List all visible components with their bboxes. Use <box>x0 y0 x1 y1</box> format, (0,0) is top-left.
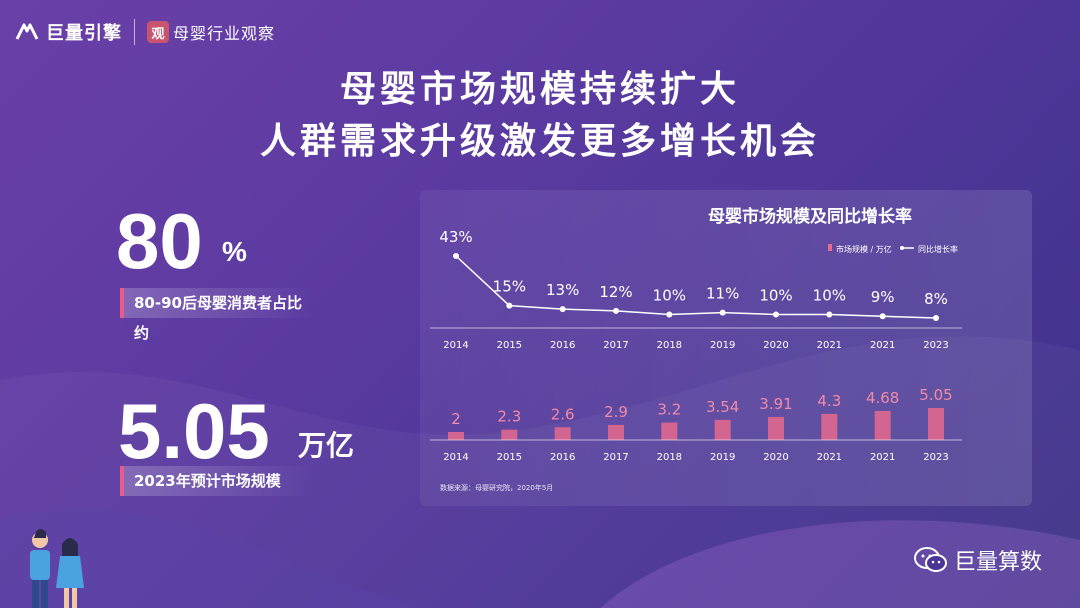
bar-x-tick-8: 2021 <box>870 452 895 463</box>
growth-rate-label-4: 10% <box>653 286 686 304</box>
seal-icon: 观 <box>147 21 169 43</box>
headline-line-2: 人群需求升级激发更多增长机会 <box>259 121 820 162</box>
growth-rate-point-4 <box>666 311 673 318</box>
growth-rate-label-3: 12% <box>599 283 632 301</box>
stat-market-size-value: 5.05 <box>118 387 270 475</box>
growth-rate-point-7 <box>826 311 833 318</box>
bar-x-tick-5: 2019 <box>710 452 735 463</box>
legend-line-label: 同比增长率 <box>918 244 958 254</box>
stat-consumer-share-label: 80-90后母婴消费者占比约 <box>120 288 314 342</box>
bar-x-tick-0: 2014 <box>443 452 468 463</box>
market-size-bar-4 <box>661 422 678 440</box>
growth-rate-point-8 <box>879 313 886 320</box>
footer-brand-text: 巨量算数 <box>953 550 1042 575</box>
legend-bar-label: 市场规模 / 万亿 <box>836 244 892 254</box>
market-size-bar-6 <box>768 416 784 440</box>
growth-rate-point-0 <box>453 253 459 259</box>
bar-x-tick-6: 2020 <box>763 452 788 463</box>
growth-rate-label-0: 43% <box>439 228 472 246</box>
chart-title: 母婴市场规模及同比增长率 <box>708 206 912 227</box>
line-x-tick-6: 2020 <box>763 340 788 351</box>
market-size-bar-1 <box>501 429 518 440</box>
ocean-engine-icon <box>15 23 39 40</box>
bar-x-tick-3: 2017 <box>603 452 628 463</box>
growth-rate-label-9: 8% <box>924 290 948 308</box>
couple-illustration <box>30 529 84 608</box>
market-size-label-1: 2.3 <box>497 408 521 426</box>
line-x-tick-4: 2018 <box>657 340 682 351</box>
growth-rate-point-9 <box>933 315 939 321</box>
growth-rate-point-1 <box>506 302 513 309</box>
market-size-bar-5 <box>714 419 731 440</box>
logo-divider <box>134 19 135 45</box>
legend-bar-swatch <box>828 244 832 251</box>
line-x-tick-2: 2016 <box>550 340 575 351</box>
line-x-tick-5: 2019 <box>710 340 735 351</box>
bar-x-tick-2: 2016 <box>550 452 575 463</box>
stat-market-size-label: 2023年预计市场规模 <box>120 466 314 496</box>
growth-rate-point-3 <box>613 307 619 314</box>
growth-rate-label-7: 10% <box>813 286 846 304</box>
growth-rate-point-6 <box>773 311 779 318</box>
market-size-label-2: 2.6 <box>551 405 575 423</box>
headline-line-1: 母婴市场规模持续扩大 <box>339 69 740 110</box>
header-logos: 巨量引擎 观 母婴行业观察 <box>14 14 275 50</box>
market-size-bar-3 <box>608 424 624 440</box>
market-size-label-7: 4.3 <box>817 392 841 410</box>
growth-rate-point-2 <box>559 306 566 313</box>
market-size-label-4: 3.2 <box>657 401 681 419</box>
line-x-tick-1: 2015 <box>497 340 522 351</box>
logo1-text: 巨量引擎 <box>46 23 122 44</box>
legend-line-marker <box>900 246 904 250</box>
stat-consumer-share-unit: % <box>222 236 247 267</box>
market-size-label-3: 2.9 <box>604 403 628 421</box>
market-size-label-5: 3.54 <box>706 398 739 416</box>
chart-panel: 母婴市场规模及同比增长率市场规模 / 万亿 同比增长率 43% 15% 13% 12% 10… <box>420 190 1032 506</box>
logo2-text: 母婴行业观察 <box>173 24 276 43</box>
growth-rate-label-8: 9% <box>871 288 895 306</box>
market-size-bar-7 <box>821 413 838 440</box>
market-size-label-9: 5.05 <box>919 386 952 404</box>
stat-market-size-unit: 万亿 <box>298 430 355 461</box>
footer-brand: 巨量算数 <box>913 544 1042 576</box>
market-size-label-0: 2 <box>451 410 461 428</box>
growth-rate-line <box>455 255 937 319</box>
industry-observation-logo: 观 母婴行业观察 <box>147 20 275 44</box>
growth-rate-label-2: 13% <box>546 281 579 299</box>
line-x-tick-9: 2023 <box>923 340 948 351</box>
market-size-bar-9 <box>928 408 944 440</box>
growth-rate-point-5 <box>719 309 726 316</box>
line-x-tick-0: 2014 <box>443 340 468 351</box>
bar-x-tick-4: 2018 <box>657 452 682 463</box>
chart-source: 数据来源：母婴研究院，2020年5月 <box>440 483 553 492</box>
line-x-tick-3: 2017 <box>603 340 628 351</box>
growth-rate-label-1: 15% <box>493 278 526 296</box>
wechat-icon <box>913 547 947 572</box>
bar-x-tick-9: 2023 <box>923 452 948 463</box>
market-size-bar-0 <box>448 432 464 440</box>
market-size-label-8: 4.68 <box>866 389 899 407</box>
line-x-tick-8: 2021 <box>870 340 895 351</box>
market-size-bar-2 <box>554 427 571 440</box>
growth-rate-label-6: 10% <box>759 286 792 304</box>
growth-rate-label-5: 11% <box>706 285 739 303</box>
market-size-bar-8 <box>874 410 891 440</box>
bar-x-tick-1: 2015 <box>497 452 522 463</box>
ocean-engine-logo: 巨量引擎 <box>14 19 122 45</box>
bar-x-tick-7: 2021 <box>817 452 842 463</box>
line-x-tick-7: 2021 <box>817 340 842 351</box>
market-size-label-6: 3.91 <box>759 395 792 413</box>
stat-consumer-share-value: 80 <box>116 197 203 285</box>
